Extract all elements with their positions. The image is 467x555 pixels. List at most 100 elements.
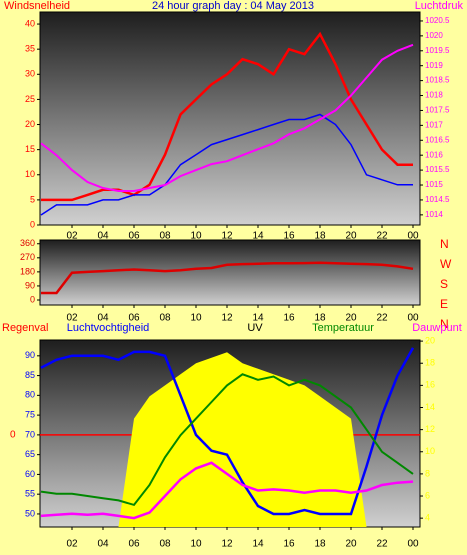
- x-tick-label: 16: [283, 539, 295, 550]
- chart-title: 24 hour graph day : 04 May 2013: [152, 0, 314, 12]
- y2-tick-label: 8: [425, 468, 430, 478]
- y-tick-label: 50: [25, 508, 35, 518]
- y2-tick-label: 1019: [425, 61, 443, 70]
- y-tick-label: 90: [25, 350, 35, 360]
- rain-tick-label: 0: [10, 430, 16, 441]
- x-tick-label: 16: [283, 313, 295, 324]
- x-tick-label: 02: [66, 231, 78, 242]
- x-tick-label: 14: [252, 231, 264, 242]
- y2-tick-label: 12: [425, 424, 435, 434]
- x-tick-label: 06: [128, 313, 140, 324]
- y-axis-label: Windsnelheid: [4, 0, 70, 12]
- y2-tick-label: 1019.5: [425, 46, 450, 55]
- y2-tick-label: 1016: [425, 150, 443, 159]
- x-tick-label: 22: [376, 539, 388, 550]
- rain-label: Regenval: [2, 322, 48, 334]
- x-tick-label: 18: [314, 539, 326, 550]
- direction-label: E: [440, 297, 448, 311]
- y2-tick-label: 1018: [425, 91, 443, 100]
- y-tick-label: 90: [25, 280, 35, 290]
- y-tick-label: 30: [25, 69, 35, 79]
- y2-tick-label: 1015: [425, 180, 443, 189]
- x-tick-label: 00: [407, 231, 419, 242]
- y-tick-label: 0: [30, 219, 35, 229]
- y-tick-label: 85: [25, 370, 35, 380]
- x-tick-label: 18: [314, 313, 326, 324]
- series-label: Luchtvochtigheid: [67, 322, 150, 334]
- series-line: [40, 113, 413, 216]
- x-tick-label: 06: [128, 231, 140, 242]
- y2-tick-label: 14: [425, 402, 435, 412]
- direction-label: N: [440, 237, 449, 251]
- x-tick-label: 08: [159, 313, 171, 324]
- y-tick-label: 180: [20, 266, 35, 276]
- x-tick-label: 10: [190, 539, 202, 550]
- y2-tick-label: 1018.5: [425, 76, 450, 85]
- series-label: UV: [247, 322, 263, 334]
- y-tick-label: 0: [30, 294, 35, 304]
- y-tick-label: 55: [25, 489, 35, 499]
- x-tick-label: 10: [190, 231, 202, 242]
- series-line: [41, 261, 414, 295]
- x-tick-label: 12: [221, 539, 233, 550]
- y2-tick-label: 1014.5: [425, 195, 450, 204]
- y-tick-label: 80: [25, 390, 35, 400]
- y2-tick-label: 1020: [425, 31, 443, 40]
- y-tick-label: 60: [25, 469, 35, 479]
- plot-area: [39, 239, 421, 306]
- x-tick-label: 04: [97, 231, 109, 242]
- y2-tick-label: 1015.5: [425, 165, 450, 174]
- y2-tick-label: 18: [425, 358, 435, 368]
- y-tick-label: 70: [25, 429, 35, 439]
- y2-tick-label: 4: [425, 513, 430, 523]
- y2-tick-label: 1017.5: [425, 106, 450, 115]
- y-tick-label: 65: [25, 449, 35, 459]
- x-tick-label: 08: [159, 231, 171, 242]
- series-line: [40, 43, 414, 192]
- y-tick-label: 25: [25, 94, 35, 104]
- x-tick-label: 14: [252, 313, 264, 324]
- series-line: [40, 373, 414, 507]
- x-tick-label: 10: [190, 313, 202, 324]
- y-tick-label: 15: [25, 144, 35, 154]
- y2-tick-label: 1014: [425, 210, 443, 219]
- y-tick-label: 35: [25, 44, 35, 54]
- x-tick-label: 00: [407, 313, 419, 324]
- y-tick-label: 10: [25, 169, 35, 179]
- y-tick-label: 40: [25, 18, 35, 28]
- x-tick-label: 14: [252, 539, 264, 550]
- y2-axis-label: Luchtdruk: [415, 0, 464, 12]
- x-tick-label: 04: [97, 539, 109, 550]
- y-tick-label: 270: [20, 252, 35, 262]
- x-tick-label: 00: [407, 539, 419, 550]
- y-tick-label: 360: [20, 238, 35, 248]
- x-tick-label: 20: [345, 539, 357, 550]
- direction-label: S: [440, 277, 448, 291]
- uv-area: [41, 352, 413, 527]
- x-tick-label: 20: [345, 231, 357, 242]
- y-tick-label: 20: [25, 119, 35, 129]
- y2-tick-label: 1020.5: [425, 16, 450, 25]
- y2-tick-label: 20: [425, 335, 435, 345]
- series-label: Dauwpunt: [412, 322, 462, 334]
- series-line: [40, 461, 414, 520]
- y2-tick-label: 10: [425, 446, 435, 456]
- y2-tick-label: 1016.5: [425, 135, 450, 144]
- x-tick-label: 12: [221, 231, 233, 242]
- x-tick-label: 02: [66, 313, 78, 324]
- series-line: [41, 31, 413, 202]
- y2-tick-label: 6: [425, 490, 430, 500]
- y2-tick-label: 1017: [425, 120, 443, 129]
- x-tick-label: 08: [159, 539, 171, 550]
- y-tick-label: 5: [30, 194, 35, 204]
- series-label: Temperatuur: [312, 322, 374, 334]
- x-tick-label: 16: [283, 231, 295, 242]
- series-line: [40, 347, 415, 516]
- x-tick-label: 22: [376, 231, 388, 242]
- y2-tick-label: 16: [425, 380, 435, 390]
- direction-label: N: [440, 317, 449, 331]
- x-tick-label: 20: [345, 313, 357, 324]
- x-tick-label: 18: [314, 231, 326, 242]
- x-tick-label: 04: [97, 313, 109, 324]
